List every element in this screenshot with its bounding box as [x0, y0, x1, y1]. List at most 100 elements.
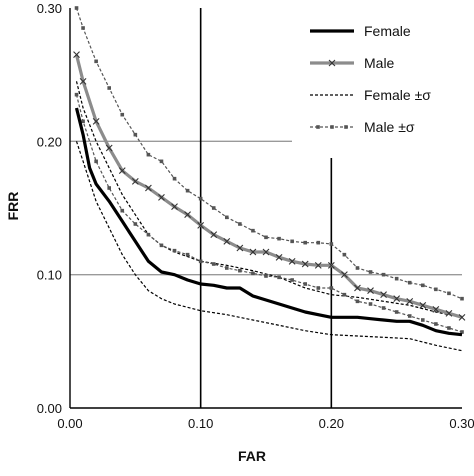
series-0	[74, 107, 463, 337]
square-marker	[185, 252, 190, 257]
square-marker	[303, 240, 307, 245]
series-4	[74, 6, 464, 301]
x-marker	[419, 301, 427, 309]
x-marker	[327, 261, 335, 269]
square-marker	[159, 243, 164, 248]
x-tick-label: 0.30	[449, 416, 474, 431]
square-marker	[394, 310, 399, 314]
square-marker	[146, 152, 151, 157]
square-marker	[407, 280, 412, 285]
square-marker	[94, 159, 98, 164]
square-marker	[381, 306, 386, 310]
square-marker	[74, 6, 79, 10]
x-marker	[145, 184, 152, 192]
square-marker	[81, 119, 85, 124]
x-marker	[131, 177, 139, 185]
x-marker	[197, 221, 205, 229]
square-marker	[329, 286, 334, 290]
legend: Female Male Female ±σ Male ±σ	[292, 8, 467, 158]
square-marker	[251, 271, 255, 276]
x-axis-label: FAR	[238, 448, 266, 464]
y-axis-label: FRR	[5, 192, 21, 221]
x-marker	[314, 261, 322, 269]
square-marker	[460, 330, 464, 334]
legend-background	[292, 8, 467, 158]
x-marker	[184, 211, 191, 219]
square-marker	[107, 86, 111, 90]
square-marker	[133, 132, 138, 137]
x-marker	[92, 117, 100, 125]
axes: 0.00 0.10 0.20 0.30 0.00 0.10 0.20 0.30	[37, 1, 474, 431]
square-marker	[407, 314, 412, 318]
series-3	[75, 141, 463, 352]
square-marker	[251, 228, 255, 233]
series-line	[75, 141, 463, 352]
square-marker	[355, 266, 360, 270]
y-tick-label: 0.20	[37, 134, 62, 149]
square-marker	[277, 236, 281, 241]
legend-label: Male ±σ	[364, 119, 415, 135]
x-marker	[275, 253, 283, 261]
x-marker	[79, 77, 87, 85]
square-marker	[329, 242, 334, 246]
x-marker	[73, 51, 80, 59]
y-tick-label: 0.30	[37, 1, 62, 16]
x-marker	[210, 231, 218, 239]
square-marker	[238, 268, 242, 273]
x-tick-label: 0.10	[188, 416, 213, 431]
x-marker	[406, 297, 414, 305]
square-marker	[290, 239, 294, 244]
legend-entry: Female ±σ	[310, 87, 431, 103]
x-tick-label: 0.00	[57, 416, 82, 431]
square-marker	[74, 92, 79, 97]
x-marker	[380, 291, 387, 299]
square-marker	[81, 26, 85, 30]
x-marker	[249, 248, 257, 256]
square-marker	[394, 276, 399, 281]
y-tick-label: 0.00	[37, 401, 62, 416]
x-marker	[328, 59, 336, 67]
square-marker	[198, 196, 203, 201]
series-lines	[73, 6, 466, 352]
square-marker	[225, 266, 229, 270]
square-marker	[185, 188, 190, 193]
square-marker	[264, 274, 268, 278]
square-marker	[159, 159, 164, 164]
x-marker	[223, 237, 231, 245]
square-marker	[211, 262, 216, 266]
x-marker	[432, 305, 440, 313]
square-marker	[211, 206, 216, 210]
square-marker	[198, 259, 203, 264]
x-marker	[301, 260, 309, 268]
series-line	[74, 107, 463, 337]
square-marker	[316, 286, 321, 290]
square-marker	[303, 282, 307, 286]
square-marker	[146, 232, 151, 237]
square-marker	[316, 125, 320, 129]
x-marker	[445, 309, 453, 317]
legend-label: Male	[364, 55, 395, 71]
x-marker	[458, 313, 466, 321]
x-marker	[262, 248, 270, 256]
square-marker	[133, 222, 138, 226]
series-1	[73, 51, 466, 321]
x-marker	[367, 287, 374, 295]
x-tick-label: 0.20	[319, 416, 344, 431]
x-marker	[236, 244, 244, 252]
square-marker	[434, 322, 438, 326]
x-marker	[341, 271, 348, 279]
square-marker	[120, 208, 125, 213]
x-marker	[118, 167, 126, 175]
square-marker	[238, 222, 242, 226]
square-marker	[172, 248, 177, 253]
square-marker	[277, 275, 281, 280]
x-marker	[171, 203, 178, 211]
square-marker	[342, 292, 347, 297]
square-marker	[368, 270, 373, 274]
square-marker	[225, 215, 229, 220]
legend-entry: Male ±σ	[310, 119, 415, 135]
square-marker	[120, 112, 125, 117]
square-marker	[107, 186, 111, 190]
square-marker	[421, 318, 425, 322]
